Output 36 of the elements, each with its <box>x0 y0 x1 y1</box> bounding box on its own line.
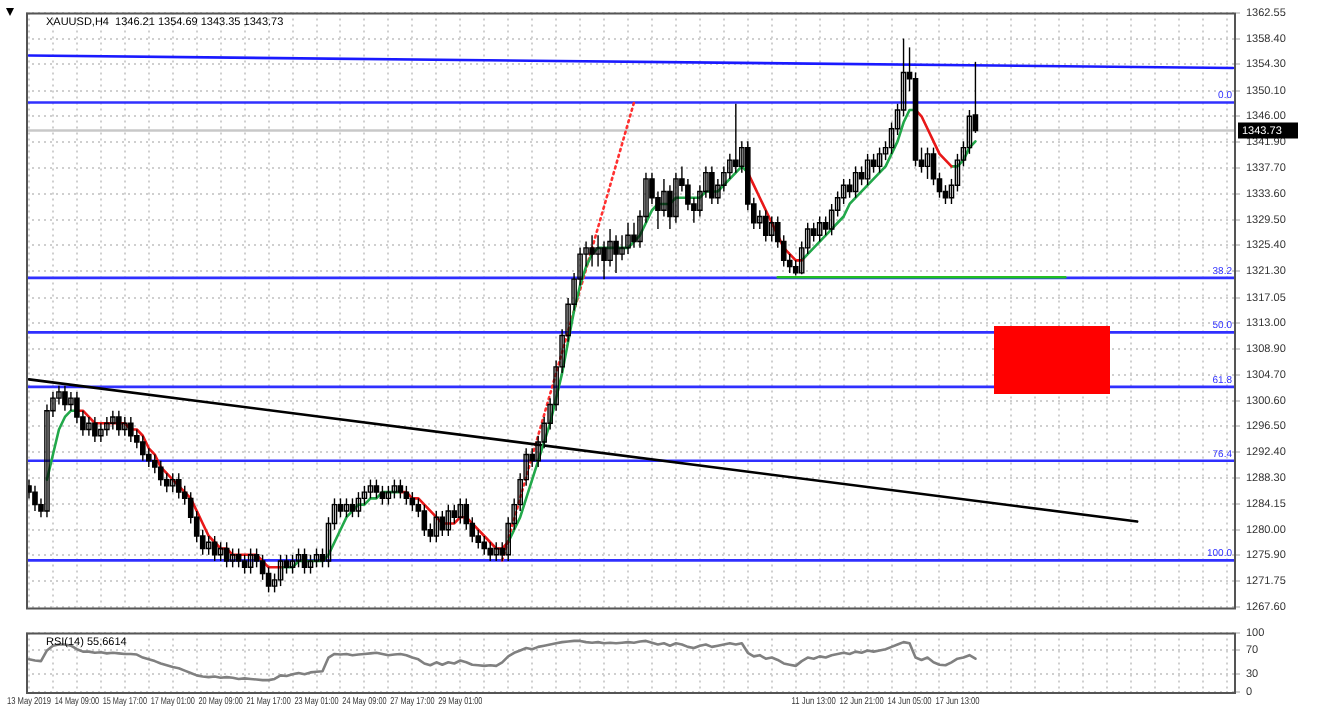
candlestick <box>864 153 871 186</box>
candlestick <box>391 478 398 500</box>
candlestick <box>110 410 116 431</box>
candlestick <box>307 554 314 575</box>
candlestick <box>625 222 631 255</box>
candlestick <box>86 416 92 437</box>
candlestick <box>385 485 392 506</box>
candlestick <box>313 547 320 569</box>
candlestick <box>289 554 296 575</box>
candlestick <box>122 416 128 437</box>
candlestick <box>595 234 601 268</box>
candlestick <box>355 491 362 518</box>
candlestick <box>367 478 374 500</box>
candlestick <box>589 234 595 268</box>
candlestick <box>768 215 775 243</box>
candlestick <box>433 510 440 543</box>
candlestick <box>277 554 284 587</box>
candlestick <box>295 547 302 569</box>
candlestick <box>104 416 110 437</box>
candlestick <box>217 541 224 562</box>
candlestick <box>876 146 883 174</box>
candlestick <box>68 391 74 412</box>
candlestick <box>205 535 212 556</box>
candlestick <box>852 165 859 199</box>
candlestick <box>343 497 350 518</box>
candlestick <box>169 472 176 493</box>
candlestick <box>924 146 931 180</box>
candlestick <box>493 541 500 562</box>
candlestick <box>98 422 104 443</box>
candlestick <box>247 547 254 575</box>
candlestick <box>673 171 679 224</box>
candlestick <box>756 209 763 230</box>
candlestick <box>445 503 452 537</box>
candlestick <box>229 547 236 569</box>
candlestick <box>457 497 464 525</box>
candlestick <box>816 215 823 243</box>
